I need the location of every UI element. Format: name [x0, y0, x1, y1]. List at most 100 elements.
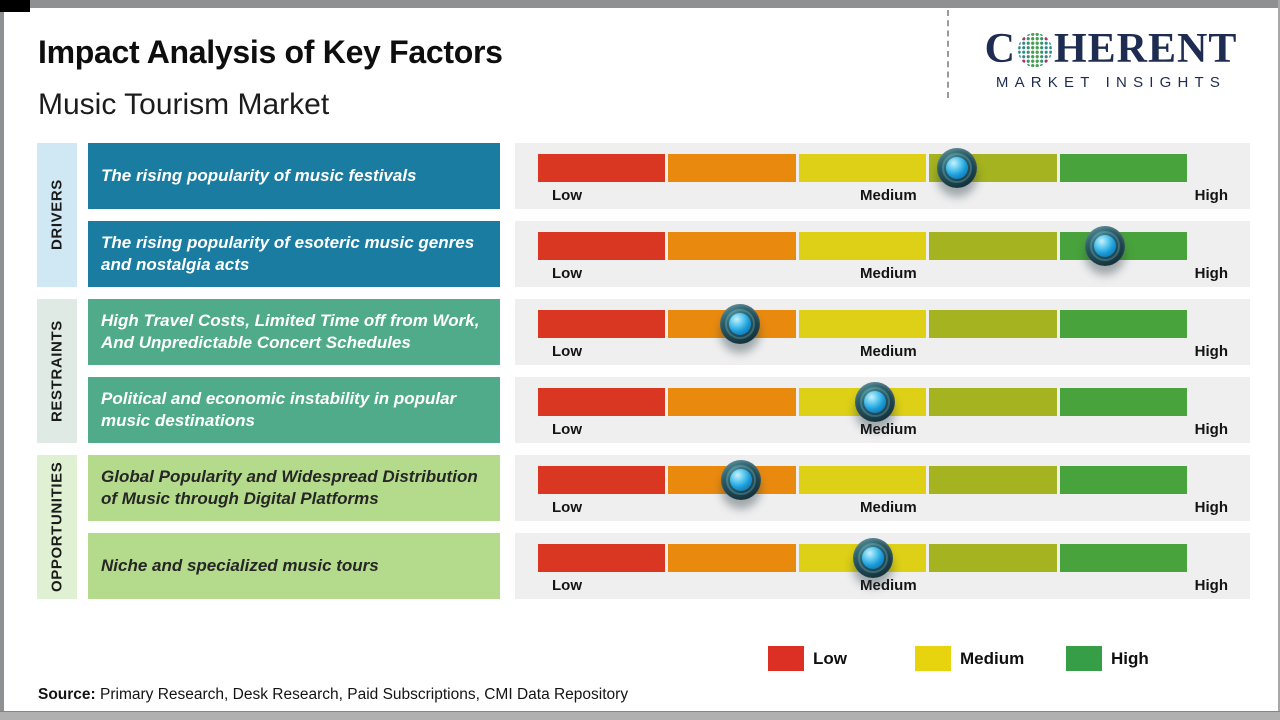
brand-tagline: MARKET INSIGHTS	[995, 74, 1227, 91]
legend-swatch-high	[1066, 646, 1102, 671]
source-line: Source: Primary Research, Desk Research,…	[38, 686, 628, 704]
bar-segment-low	[538, 544, 666, 572]
window-corner-block	[0, 0, 30, 12]
scale-low-label: Low	[552, 421, 582, 438]
impact-row: The rising popularity of esoteric music …	[0, 221, 1280, 287]
scale-labels: Low Medium High	[552, 577, 1228, 594]
impact-marker-sphere	[937, 148, 978, 188]
scale-labels: Low Medium High	[552, 187, 1228, 204]
logo-divider	[947, 10, 949, 98]
factor-label: The rising popularity of esoteric music …	[88, 221, 500, 287]
scale-medium-label: Medium	[860, 187, 917, 204]
scale-labels: Low Medium High	[552, 499, 1228, 516]
window-top-edge	[0, 0, 1280, 8]
bar-segment-low-mid	[668, 388, 796, 416]
impact-bar-panel: Low Medium High	[515, 377, 1250, 443]
legend-swatch-low	[768, 646, 804, 671]
scale-low-label: Low	[552, 577, 582, 594]
impact-row: Political and economic instability in po…	[0, 377, 1280, 443]
impact-bar	[538, 460, 1188, 500]
impact-marker-sphere	[854, 382, 895, 422]
bar-segment-high	[1059, 310, 1188, 338]
bar-segment-mid-high	[929, 466, 1057, 494]
bar-segment-mid	[798, 232, 927, 260]
impact-bar	[538, 538, 1188, 578]
scale-high-label: High	[1194, 577, 1228, 594]
impact-bar	[538, 148, 1188, 188]
impact-row: Global Popularity and Widespread Distrib…	[0, 455, 1280, 521]
impact-marker-sphere	[719, 304, 760, 344]
scale-medium-label: Medium	[860, 577, 917, 594]
bar-segment-mid	[798, 310, 927, 338]
impact-bar	[538, 226, 1188, 266]
source-prefix: Source:	[38, 686, 96, 703]
impact-marker-sphere	[852, 538, 893, 578]
scale-medium-label: Medium	[860, 421, 917, 438]
legend-swatch-medium	[915, 646, 951, 671]
impact-row: The rising popularity of music festivals…	[0, 143, 1280, 209]
scale-low-label: Low	[552, 265, 582, 282]
scale-labels: Low Medium High	[552, 421, 1228, 438]
bar-segment-low	[538, 310, 666, 338]
bar-segment-low	[538, 388, 666, 416]
factor-label: Political and economic instability in po…	[88, 377, 500, 443]
brand-logo: C HERENT	[962, 28, 1260, 91]
bar-segment-low-mid	[668, 154, 796, 182]
impact-bar-panel: Low Medium High	[515, 143, 1250, 209]
scale-high-label: High	[1194, 187, 1228, 204]
dotted-globe-icon	[1017, 33, 1052, 67]
brand-suffix: HERENT	[1053, 26, 1238, 72]
impact-bar-panel: Low Medium High	[515, 455, 1250, 521]
scale-low-label: Low	[552, 499, 582, 516]
impact-bar-panel: Low Medium High	[515, 299, 1250, 365]
brand-prefix: C	[984, 26, 1016, 72]
brand-wordmark: C HERENT	[962, 28, 1260, 70]
legend-item-medium: Medium	[915, 646, 1024, 671]
factor-label: The rising popularity of music festivals	[88, 143, 500, 209]
bar-segment-mid-high	[929, 310, 1057, 338]
impact-bar	[538, 382, 1188, 422]
window-bottom-edge	[0, 711, 1280, 720]
bar-segment-high	[1059, 154, 1188, 182]
impact-marker-sphere	[721, 460, 762, 500]
bar-segment-mid	[798, 154, 927, 182]
bar-segment-low	[538, 466, 666, 494]
window-right-edge	[1278, 0, 1280, 720]
section-tab-drivers: DRIVERS	[37, 143, 77, 287]
scale-low-label: Low	[552, 187, 582, 204]
scale-medium-label: Medium	[860, 265, 917, 282]
scale-high-label: High	[1194, 499, 1228, 516]
bar-segment-high	[1059, 544, 1188, 572]
impact-row: High Travel Costs, Limited Time off from…	[0, 299, 1280, 365]
bar-segment-mid-high	[929, 232, 1057, 260]
impact-marker-sphere	[1085, 226, 1126, 266]
impact-bar-panel: Low Medium High	[515, 533, 1250, 599]
bar-segment-high	[1059, 388, 1188, 416]
window-left-edge	[0, 0, 4, 720]
scale-medium-label: Medium	[860, 499, 917, 516]
scale-labels: Low Medium High	[552, 343, 1228, 360]
bar-segment-low	[538, 232, 666, 260]
factor-label: High Travel Costs, Limited Time off from…	[88, 299, 500, 365]
scale-high-label: High	[1194, 421, 1228, 438]
page-title: Impact Analysis of Key Factors	[38, 34, 503, 70]
legend-label-medium: Medium	[960, 648, 1025, 668]
bar-segment-mid	[798, 466, 927, 494]
scale-low-label: Low	[552, 343, 582, 360]
source-text: Primary Research, Desk Research, Paid Su…	[95, 686, 629, 703]
scale-labels: Low Medium High	[552, 265, 1228, 282]
factor-label: Global Popularity and Widespread Distrib…	[88, 455, 500, 521]
factor-label: Niche and specialized music tours	[88, 533, 500, 599]
section-tab-opportunities: OPPORTUNITIES	[37, 455, 77, 599]
impact-bar	[538, 304, 1188, 344]
legend-item-low: Low	[768, 646, 847, 671]
scale-high-label: High	[1194, 343, 1228, 360]
legend-item-high: High	[1066, 646, 1149, 671]
bar-segment-high	[1059, 466, 1188, 494]
section-tab-restraints: RESTRAINTS	[37, 299, 77, 443]
page-subtitle: Music Tourism Market	[38, 88, 330, 121]
impact-row: Niche and specialized music tours Low Me…	[0, 533, 1280, 599]
bar-segment-low-mid	[668, 544, 796, 572]
bar-segment-mid-high	[929, 544, 1057, 572]
legend-label-low: Low	[813, 648, 847, 668]
